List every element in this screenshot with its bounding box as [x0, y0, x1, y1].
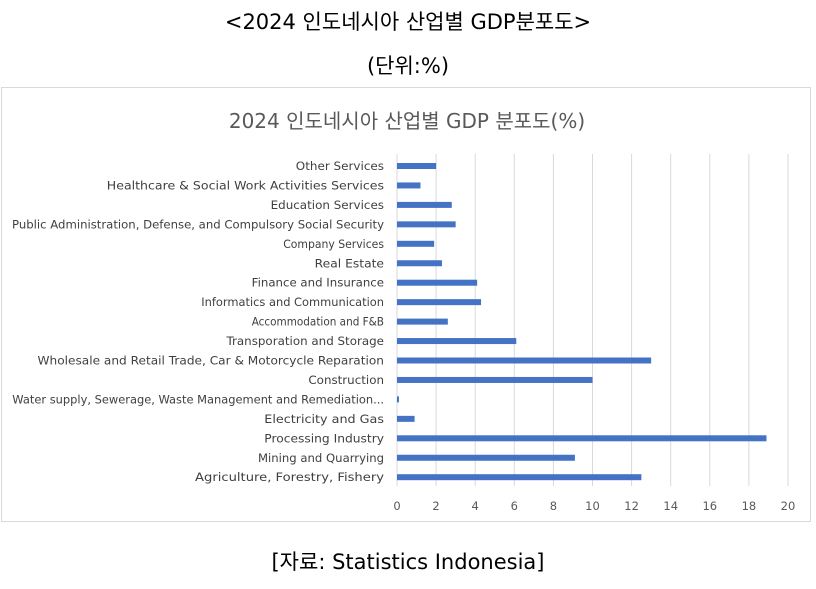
- bar: [397, 221, 456, 228]
- x-tick-label: 10: [585, 499, 600, 513]
- bar: [397, 396, 399, 403]
- category-label: Real Estate: [315, 256, 384, 270]
- x-tick-label: 16: [702, 499, 717, 513]
- bar: [397, 474, 642, 481]
- chart-title: 2024 인도네시아 산업별 GDP 분포도(%): [229, 109, 585, 133]
- bar: [397, 299, 482, 306]
- bar: [397, 201, 452, 208]
- bar: [397, 415, 415, 422]
- category-label: Informatics and Communication: [201, 295, 384, 309]
- x-tick-label: 2: [432, 499, 439, 513]
- category-label: Wholesale and Retail Trade, Car & Motorc…: [38, 354, 385, 368]
- bar: [397, 454, 575, 461]
- page-title: <2024 인도네시아 산업별 GDP분포도>: [224, 10, 592, 34]
- bar: [397, 163, 437, 169]
- category-label: Electricity and Gas: [264, 412, 384, 426]
- category-label: Public Administration, Defense, and Comp…: [12, 217, 384, 231]
- category-label: Transporation and Storage: [225, 334, 384, 348]
- bar: [397, 240, 435, 247]
- x-tick-label: 14: [663, 499, 678, 513]
- x-tick-label: 20: [781, 499, 796, 513]
- bar: [397, 279, 478, 286]
- chart-area: 2024 인도네시아 산업별 GDP 분포도(%) Other Services…: [1, 87, 811, 522]
- x-tick-label: 6: [511, 499, 518, 513]
- category-label: Other Services: [296, 159, 384, 173]
- bar: [397, 260, 442, 267]
- x-tick-label: 12: [624, 499, 639, 513]
- bar-chart: 2024 인도네시아 산업별 GDP 분포도(%) Other Services…: [12, 109, 796, 513]
- category-label: Agriculture, Forestry, Fishery: [195, 470, 384, 484]
- category-label: Processing Industry: [264, 431, 384, 445]
- x-tick-label: 18: [742, 499, 757, 513]
- bar: [397, 182, 421, 189]
- category-label: Healthcare & Social Work Activities Serv…: [107, 178, 384, 192]
- x-tick-label: 8: [550, 499, 557, 513]
- bar: [397, 338, 517, 345]
- x-tick-label: 0: [393, 499, 400, 513]
- bar: [397, 357, 652, 364]
- unit-label: (단위:%): [366, 54, 450, 78]
- category-label: Accommodation and F&B: [252, 315, 384, 329]
- category-label: Company Services: [283, 237, 384, 251]
- category-label: Construction: [308, 373, 384, 387]
- source-note: [자료: Statistics Indonesia]: [271, 550, 545, 574]
- bar: [397, 435, 767, 442]
- bar: [397, 318, 448, 325]
- x-tick-label: 4: [472, 499, 479, 513]
- category-label: Water supply, Sewerage, Waste Management…: [12, 392, 384, 406]
- category-label: Mining and Quarrying: [258, 451, 384, 465]
- category-label: Finance and Insurance: [252, 276, 384, 290]
- category-label: Education Services: [271, 198, 384, 212]
- bar: [397, 376, 593, 383]
